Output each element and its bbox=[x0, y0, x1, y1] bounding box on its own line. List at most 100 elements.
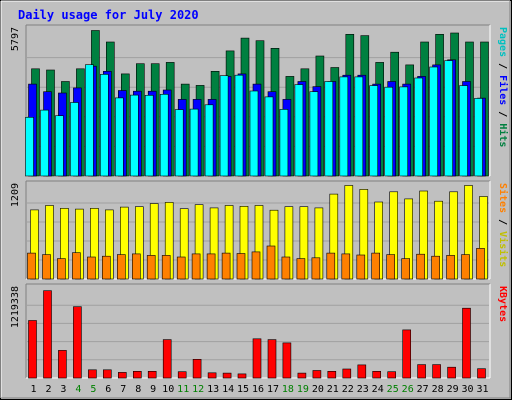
chart-title: Daily usage for July 2020 bbox=[18, 8, 199, 22]
kbytes_panel-bar-kbytes-day-24 bbox=[372, 370, 382, 379]
visits_panel-bar-sites-day-29 bbox=[446, 255, 455, 280]
x-tick-label-day-16: 16 bbox=[252, 384, 264, 395]
kbytes_panel-legend: KBytes bbox=[497, 286, 508, 322]
kbytes_panel-bar-kbytes-day-28 bbox=[432, 364, 441, 379]
visits_panel-legend: Sites / Visits bbox=[497, 183, 509, 267]
hits_panel-bar-pages-day-22 bbox=[339, 76, 349, 177]
hits_panel-bar-pages-day-2 bbox=[40, 109, 49, 177]
hits_panel-bar-pages-day-1 bbox=[25, 117, 34, 177]
visits_panel-bar-sites-day-3 bbox=[57, 258, 66, 280]
kbytes_panel-bar-kbytes-day-10 bbox=[162, 339, 172, 379]
kbytes_panel-bar-kbytes-day-20 bbox=[312, 370, 322, 379]
kbytes_panel-bar-kbytes-day-18 bbox=[282, 342, 292, 379]
visits_panel-legend-item: / bbox=[497, 213, 508, 231]
kbytes_panel-bar-kbytes-day-26 bbox=[402, 329, 412, 379]
visits_panel-legend-item: Sites bbox=[497, 183, 509, 213]
visits_panel-bar-sites-day-25 bbox=[386, 254, 396, 280]
kbytes_panel-legend-item: KBytes bbox=[497, 286, 508, 322]
visits_panel-bar-sites-day-10 bbox=[161, 255, 171, 280]
kbytes_panel-bar-kbytes-day-7 bbox=[118, 372, 127, 379]
x-tick-label-day-21: 21 bbox=[327, 384, 339, 395]
visits_panel-legend-item: Visits bbox=[497, 231, 509, 267]
x-tick-label-day-23: 23 bbox=[357, 384, 369, 395]
hits_panel-legend-item: / bbox=[497, 105, 508, 123]
hits_panel-bar-pages-day-9 bbox=[144, 95, 154, 177]
x-tick-label-day-31: 31 bbox=[476, 384, 488, 395]
hits_panel-legend-item: Hits bbox=[497, 123, 509, 147]
hits_panel-bar-pages-day-11 bbox=[174, 109, 184, 177]
x-tick-label-day-11: 11 bbox=[177, 384, 189, 395]
kbytes_panel-bar-kbytes-day-19 bbox=[297, 372, 307, 379]
visits_panel-bar-sites-day-19 bbox=[296, 258, 306, 280]
kbytes_panel-bar-kbytes-day-9 bbox=[147, 370, 157, 379]
kbytes_panel-bar-kbytes-day-27 bbox=[417, 364, 426, 379]
visits_panel-bar-sites-day-5 bbox=[87, 256, 96, 280]
kbytes_panel-bar-kbytes-day-22 bbox=[342, 368, 352, 379]
x-tick-label-day-22: 22 bbox=[342, 384, 354, 395]
hits_panel-bar-pages-day-31 bbox=[474, 98, 483, 177]
hits_panel-bar-pages-day-3 bbox=[55, 115, 64, 177]
hits_panel-bar-pages-day-20 bbox=[309, 91, 319, 177]
hits_panel-bar-pages-day-24 bbox=[369, 85, 379, 177]
hits_panel-bar-pages-day-16 bbox=[249, 90, 259, 177]
kbytes_panel-bar-kbytes-day-3 bbox=[58, 350, 67, 379]
x-tick-label-day-24: 24 bbox=[372, 384, 384, 395]
x-tick-label-day-19: 19 bbox=[297, 384, 309, 395]
x-tick-label-day-29: 29 bbox=[447, 384, 459, 395]
visits_panel-bar-sites-day-14 bbox=[221, 252, 231, 280]
kbytes_panel-bar-kbytes-day-23 bbox=[357, 364, 367, 379]
x-tick-label-day-6: 6 bbox=[105, 384, 111, 395]
hits_panel-bar-pages-day-30 bbox=[459, 85, 468, 177]
hits_panel-bar-pages-day-12 bbox=[189, 108, 199, 177]
hits_panel-bar-pages-day-6 bbox=[100, 74, 109, 177]
visits_panel-bar-sites-day-4 bbox=[72, 252, 81, 280]
kbytes_panel-bar-kbytes-day-30 bbox=[462, 307, 471, 379]
visits_panel-bar-sites-day-9 bbox=[146, 255, 156, 280]
hits_panel-bar-pages-day-25 bbox=[384, 86, 394, 177]
visits_panel-bar-sites-day-27 bbox=[416, 253, 425, 280]
x-tick-label-day-4: 4 bbox=[75, 384, 81, 395]
x-axis-day-labels: 1 2 3 4 5 6 7 8 9 10 11 12 13 14 15 16 17 18 19 20 21 22 23 24 2… bbox=[30, 384, 488, 395]
hits_panel-bar-pages-day-15 bbox=[234, 74, 244, 177]
visits_panel-bar-sites-day-13 bbox=[206, 253, 216, 280]
kbytes_panel-bar-kbytes-day-2 bbox=[43, 290, 52, 379]
kbytes_panel-bar-kbytes-day-16 bbox=[252, 338, 262, 379]
hits_panel: 5797 Pages / Files / Hits bbox=[10, 24, 509, 177]
kbytes_panel-bar-kbytes-day-14 bbox=[222, 372, 232, 379]
chart-panels: 5797 Pages / Files / Hits 1209 Sites / Visi… bbox=[10, 24, 509, 379]
hits_panel-bar-pages-day-14 bbox=[219, 75, 229, 177]
x-tick-label-day-17: 17 bbox=[267, 384, 279, 395]
hits_panel-legend-item: / bbox=[497, 57, 508, 75]
x-tick-label-day-27: 27 bbox=[417, 384, 429, 395]
kbytes_panel-bar-kbytes-day-12 bbox=[192, 358, 202, 379]
visits_panel-bar-sites-day-31 bbox=[476, 248, 485, 280]
visits_panel-bar-sites-day-8 bbox=[132, 253, 141, 280]
kbytes_panel-bar-kbytes-day-4 bbox=[73, 306, 82, 379]
hits_panel-bar-pages-day-10 bbox=[159, 94, 169, 177]
visits_panel-bar-sites-day-24 bbox=[371, 252, 381, 280]
hits_panel-ymax-label: 5797 bbox=[10, 27, 21, 51]
hits_panel-legend: Pages / Files / Hits bbox=[497, 27, 509, 147]
hits_panel-bar-pages-day-28 bbox=[429, 66, 438, 177]
visits_panel-bar-sites-day-18 bbox=[281, 256, 291, 280]
hits_panel-legend-item: Pages bbox=[497, 27, 508, 57]
kbytes_panel-bar-kbytes-day-6 bbox=[103, 369, 112, 379]
visits_panel-bar-sites-day-12 bbox=[191, 253, 201, 280]
visits_panel-bar-sites-day-1 bbox=[27, 252, 36, 280]
x-tick-label-day-2: 2 bbox=[45, 384, 51, 395]
hits_panel-bar-pages-day-4 bbox=[70, 102, 79, 177]
kbytes_panel-ymax-label: 1219338 bbox=[10, 286, 21, 328]
visits_panel-bar-sites-day-15 bbox=[236, 253, 246, 280]
kbytes_panel: 1219338 KBytes bbox=[10, 283, 508, 379]
visits_panel-bar-sites-day-11 bbox=[176, 256, 186, 280]
x-tick-label-day-1: 1 bbox=[30, 384, 36, 395]
x-tick-label-day-15: 15 bbox=[237, 384, 249, 395]
hits_panel-bar-pages-day-19 bbox=[294, 84, 304, 177]
kbytes_panel-bar-kbytes-day-21 bbox=[327, 370, 337, 379]
visits_panel-bar-sites-day-23 bbox=[356, 254, 366, 280]
kbytes_panel-bar-kbytes-day-17 bbox=[267, 339, 277, 379]
hits_panel-bar-pages-day-8 bbox=[130, 94, 139, 177]
kbytes_panel-bar-kbytes-day-8 bbox=[133, 370, 142, 379]
hits_panel-legend-item: Files bbox=[497, 75, 509, 105]
